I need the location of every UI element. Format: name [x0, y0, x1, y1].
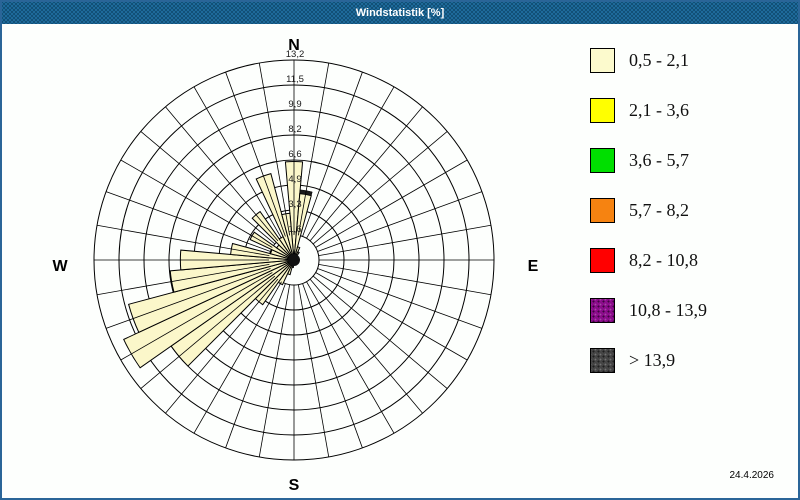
grid-spoke — [302, 71, 363, 237]
legend-item: 0,5 - 2,1 — [590, 47, 707, 73]
grid-spoke — [309, 278, 423, 414]
grid-spoke — [312, 131, 448, 245]
ring-label: 9,9 — [288, 99, 301, 110]
compass-label-e: E — [528, 258, 539, 275]
legend-swatch — [590, 247, 615, 273]
ring-label: 6,6 — [288, 149, 301, 160]
legend-label: > 13,9 — [629, 349, 676, 370]
grid-spoke — [96, 263, 270, 296]
legend-swatch — [590, 97, 615, 123]
grid-spoke — [225, 71, 286, 237]
grid-spoke — [306, 281, 395, 434]
compass-label-n: N — [288, 37, 300, 54]
grid-spoke — [120, 272, 273, 361]
ring-label: 8,2 — [288, 124, 301, 135]
grid-spoke — [317, 191, 483, 252]
grid-spoke — [317, 268, 483, 329]
grid-spoke — [297, 284, 330, 458]
grid-spoke — [297, 62, 330, 236]
title-bar: Windstatistik [%] — [2, 2, 798, 24]
legend-label: 3,6 - 5,7 — [629, 149, 689, 170]
grid-spoke — [315, 159, 468, 248]
legend: 0,5 - 2,1 2,1 - 3,6 3,6 - 5,7 5,7 - 8,2 … — [590, 47, 707, 398]
window-title: Windstatistik [%] — [355, 7, 445, 19]
legend-swatch — [590, 147, 615, 173]
legend-item: 3,6 - 5,7 — [590, 147, 707, 173]
grid-spoke — [193, 86, 282, 239]
legend-item: 5,7 - 8,2 — [590, 197, 707, 223]
ring-label: 11,5 — [286, 74, 304, 85]
grid-spoke — [193, 281, 282, 434]
compass-label-w: W — [52, 258, 68, 275]
legend-swatch — [590, 297, 615, 323]
grid-spoke — [165, 106, 279, 242]
legend-item: 2,1 - 3,6 — [590, 97, 707, 123]
legend-label: 2,1 - 3,6 — [629, 99, 689, 120]
grid-spoke — [105, 191, 271, 252]
grid-spoke — [258, 62, 291, 236]
grid-spoke — [140, 131, 276, 245]
legend-label: 8,2 - 10,8 — [629, 249, 698, 270]
grid-spoke — [302, 283, 363, 449]
grid-spoke — [120, 159, 273, 248]
legend-item: 8,2 - 10,8 — [590, 247, 707, 273]
grid-spoke — [315, 272, 468, 361]
grid-spoke — [258, 284, 291, 458]
ring-label: 4,9 — [288, 174, 301, 185]
legend-swatch — [590, 47, 615, 73]
ring-label: 3,3 — [288, 199, 301, 210]
compass-label-s: S — [289, 477, 300, 494]
legend-label: 5,7 - 8,2 — [629, 199, 689, 220]
grid-spoke — [165, 278, 279, 414]
grid-spoke — [318, 263, 492, 296]
legend-label: 0,5 - 2,1 — [629, 49, 689, 70]
content-area: 1,6 3,3 4,9 6,6 8,2 9,9 11,5 13,2 N S W E 0,5 - 2,1… — [2, 24, 798, 498]
legend-label: 10,8 - 13,9 — [629, 299, 707, 320]
grid-spoke — [140, 275, 276, 389]
legend-item: > 13,9 — [590, 347, 707, 373]
grid-spoke — [306, 86, 395, 239]
date-label: 24.4.2026 — [729, 470, 775, 481]
grid-spoke — [96, 224, 270, 257]
ring-label: 1,6 — [288, 224, 301, 235]
legend-swatch — [590, 197, 615, 223]
legend-swatch — [590, 347, 615, 373]
legend-item: 10,8 - 13,9 — [590, 297, 707, 323]
wind-rose-chart: 1,6 3,3 4,9 6,6 8,2 9,9 11,5 13,2N S W E — [52, 37, 539, 494]
grid-spoke — [312, 275, 448, 389]
grid-spoke — [105, 268, 271, 329]
grid-spoke — [309, 106, 423, 242]
ring-label: 13,2 — [286, 49, 305, 60]
grid-spoke — [225, 283, 286, 449]
rose-center — [288, 254, 300, 266]
grid-spoke — [318, 224, 492, 257]
